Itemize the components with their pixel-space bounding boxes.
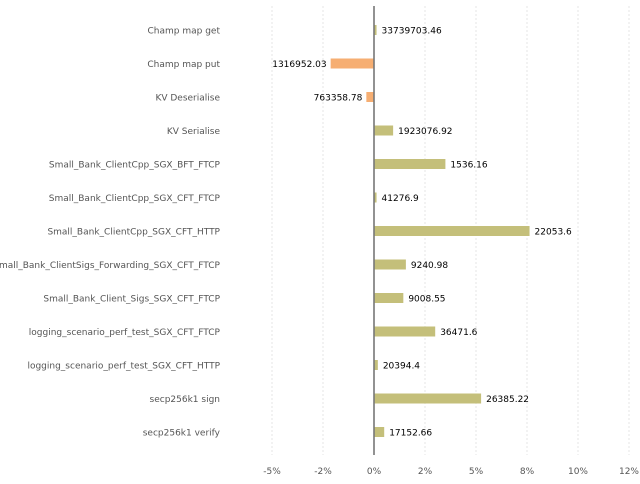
- bar: [374, 427, 385, 437]
- bar: [374, 393, 482, 404]
- axis-layer: -5% -2% 0% 2% 5% 8% 10% 12%: [263, 6, 639, 477]
- value-label: 763358.78: [314, 94, 363, 104]
- value-label: 1536.16: [450, 161, 487, 171]
- value-label: 1316952.03: [272, 60, 326, 70]
- value-label: 20394.4: [383, 362, 420, 372]
- category-label: Small_Bank_Client_Sigs_SGX_CFT_FTCP: [43, 295, 220, 305]
- category-label: Small_Bank_ClientCpp_SGX_CFT_HTTP: [47, 228, 220, 238]
- category-label: Champ map put: [147, 60, 220, 70]
- label-layer: Champ map get 33739703.46 Champ map put 131…: [0, 27, 572, 439]
- value-label: 36471.6: [440, 328, 477, 338]
- bar: [374, 192, 377, 203]
- x-tick-label: -2%: [314, 467, 332, 477]
- bar-layer: [330, 25, 530, 437]
- bar: [374, 226, 530, 236]
- value-label: 33739703.46: [382, 27, 442, 37]
- x-tick-label: 12%: [619, 467, 639, 477]
- value-label: 26385.22: [486, 395, 529, 405]
- bar: [374, 25, 377, 35]
- category-label: secp256k1 verify: [143, 429, 221, 439]
- category-label: Small_Bank_ClientCpp_SGX_BFT_FTCP: [49, 161, 221, 171]
- bar: [374, 159, 446, 169]
- x-tick-label: -5%: [263, 467, 281, 477]
- x-tick-label: 0%: [367, 467, 382, 477]
- value-label: 9240.98: [411, 261, 448, 271]
- x-tick-label: 8%: [520, 467, 535, 477]
- bar: [366, 92, 374, 102]
- bar: [374, 259, 406, 270]
- value-label: 9008.55: [408, 295, 445, 305]
- x-tick-label: 2%: [418, 467, 433, 477]
- value-label: 1923076.92: [398, 127, 452, 137]
- category-label: Small_Bank_ClientSigs_Forwarding_SGX_CFT…: [0, 261, 221, 271]
- category-label: KV Serialise: [167, 127, 221, 137]
- value-label: 22053.6: [535, 228, 572, 238]
- category-label: logging_scenario_perf_test_SGX_CFT_FTCP: [29, 328, 221, 338]
- category-label: logging_scenario_perf_test_SGX_CFT_HTTP: [27, 362, 220, 372]
- x-tick-label: 10%: [568, 467, 588, 477]
- bar: [330, 58, 374, 69]
- value-label: 17152.66: [389, 429, 432, 439]
- bar: [374, 326, 436, 337]
- category-label: KV Deserialise: [155, 94, 220, 104]
- bar: [374, 293, 404, 303]
- bar: [374, 125, 394, 136]
- value-label: 41276.9: [382, 194, 419, 204]
- category-label: secp256k1 sign: [150, 395, 220, 405]
- bar: [374, 360, 378, 370]
- category-label: Champ map get: [148, 27, 221, 37]
- category-label: Small_Bank_ClientCpp_SGX_CFT_FTCP: [49, 194, 221, 204]
- x-tick-label: 5%: [469, 467, 484, 477]
